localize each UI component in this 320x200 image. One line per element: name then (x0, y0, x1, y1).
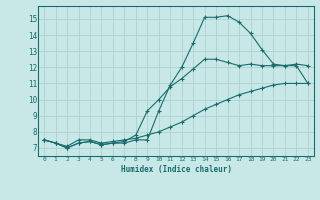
X-axis label: Humidex (Indice chaleur): Humidex (Indice chaleur) (121, 165, 231, 174)
